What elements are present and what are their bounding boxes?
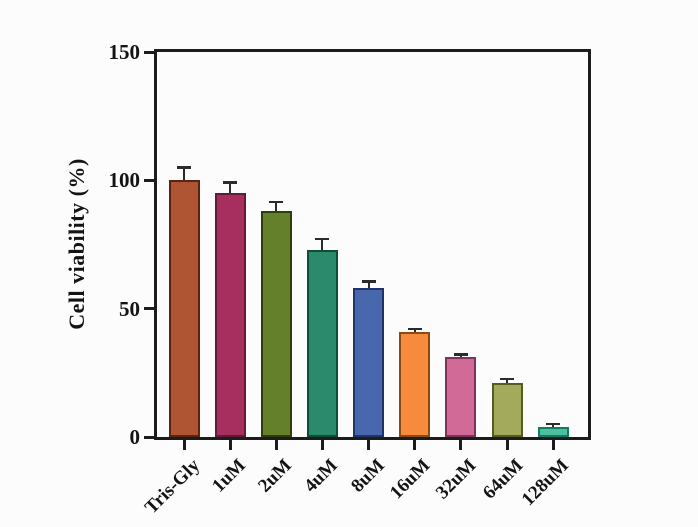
error-bar-cap — [500, 377, 515, 381]
x-tick-label: 2uM — [254, 455, 297, 497]
x-tick-label: 8uM — [346, 455, 389, 497]
error-bar-stem — [367, 281, 370, 291]
error-bar-stem — [229, 182, 232, 196]
error-bar-stem — [459, 354, 462, 360]
error-bar-stem — [506, 379, 509, 386]
x-tick — [274, 440, 278, 450]
error-bar-cap — [223, 181, 238, 184]
bar-64uM — [491, 383, 523, 437]
error-bar-cap — [361, 280, 376, 283]
bar-128uM — [537, 426, 569, 437]
x-tick — [320, 440, 324, 450]
error-bar-stem — [552, 424, 555, 429]
bar-Tris-Gly — [168, 180, 200, 437]
error-bar-cap — [269, 200, 284, 204]
x-tick — [459, 440, 463, 450]
x-tick — [505, 440, 509, 450]
error-bar-cap — [177, 166, 191, 169]
x-tick — [182, 440, 186, 450]
x-tick-label: 4uM — [300, 455, 343, 497]
x-tick — [551, 440, 555, 450]
x-tick — [367, 440, 371, 450]
x-tick-label: Tris-Gly — [140, 455, 204, 519]
y-tick-label: 150 — [108, 40, 141, 64]
bar-16uM — [399, 331, 431, 437]
x-tick — [413, 440, 417, 450]
y-tick — [144, 307, 154, 311]
error-bar-cap — [315, 237, 330, 241]
x-tick-label: 16uM — [386, 455, 435, 504]
plot-area — [154, 49, 591, 440]
error-bar-cap — [453, 353, 468, 356]
y-tick — [144, 178, 154, 182]
error-bar-stem — [413, 329, 416, 334]
error-bar-cap — [546, 422, 561, 426]
bar-32uM — [445, 357, 477, 437]
x-tick-label: 32uM — [432, 455, 481, 504]
bar-4uM — [306, 249, 338, 437]
error-bar-stem — [275, 202, 278, 214]
y-tick — [144, 50, 154, 54]
bar-8uM — [353, 288, 385, 437]
y-tick-label: 100 — [108, 168, 141, 193]
y-tick-label: 50 — [119, 296, 140, 321]
x-tick-label: 1uM — [208, 455, 251, 497]
bar-1uM — [214, 193, 246, 437]
x-tick — [228, 440, 232, 450]
x-tick-label: 128uM — [517, 455, 574, 511]
bar-2uM — [260, 211, 292, 437]
error-bar-stem — [321, 239, 324, 252]
error-bar-cap — [407, 327, 422, 331]
y-tick-label: 0 — [129, 425, 141, 449]
y-tick — [144, 435, 154, 439]
error-bar-stem — [183, 167, 185, 183]
